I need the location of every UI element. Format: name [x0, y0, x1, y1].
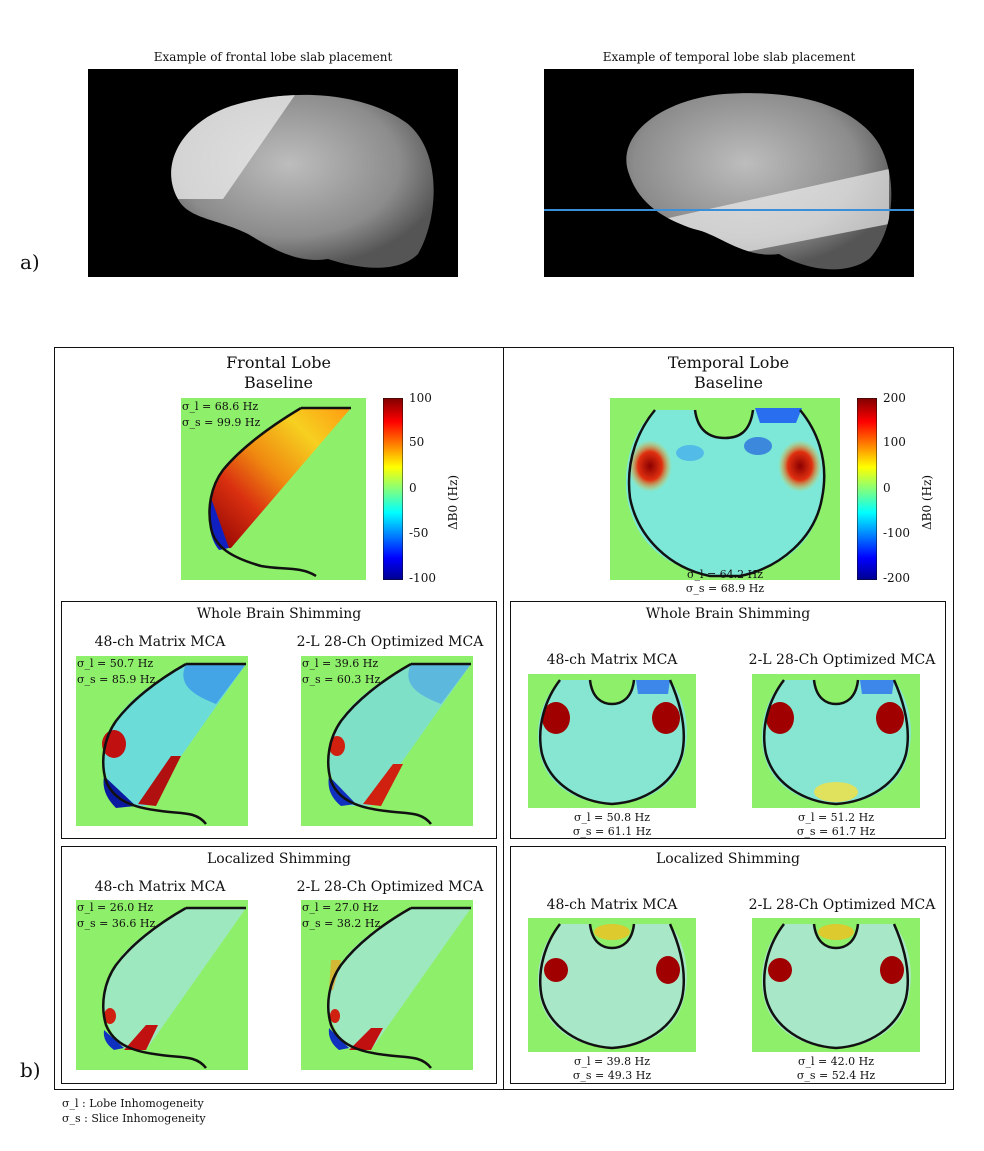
frontal-loc-left-sigma-s: σ_s = 36.6 Hz — [77, 917, 156, 930]
legend-sigma-s: σ_s : Slice Inhomogeneity — [62, 1112, 206, 1125]
temporal-wb-right-sigma-s: σ_s = 61.7 Hz — [796, 825, 876, 838]
temporal-localized-title: Localized Shimming — [655, 851, 801, 867]
frontal-baseline-sigma-s: σ_s = 99.9 Hz — [182, 416, 261, 429]
frontal-localized-box — [61, 846, 497, 1084]
temporal-cb-tick: -200 — [883, 571, 910, 585]
frontal-loc-right-sigma-l: σ_l = 27.0 Hz — [302, 901, 379, 914]
temporal-slab-title: Example of temporal lobe slab placement — [602, 50, 856, 64]
frontal-lobe-title: Frontal Lobe — [226, 353, 331, 372]
legend: σ_l : Lobe Inhomogeneity σ_s : Slice Inh… — [62, 1096, 206, 1126]
panel-a-label: a) — [20, 250, 40, 274]
frontal-baseline-map: σ_l = 68.6 Hz σ_s = 99.9 Hz — [181, 398, 366, 580]
panel-b-label: b) — [20, 1058, 41, 1082]
temporal-baseline-sigma-l: σ_l = 64.2 Hz — [686, 568, 764, 581]
temporal-loc-left-map — [528, 918, 696, 1052]
frontal-cb-tick: -100 — [409, 571, 436, 585]
temporal-cb-tick: 200 — [883, 391, 906, 405]
temporal-cb-tick: 0 — [883, 481, 891, 495]
frontal-baseline-sigma-l: σ_l = 68.6 Hz — [182, 400, 259, 413]
temporal-loc-left-label: 48-ch Matrix MCA — [546, 897, 678, 913]
frontal-cb-tick: 0 — [409, 481, 417, 495]
panel-b-divider — [503, 347, 504, 1090]
temporal-cb-tick: -100 — [883, 526, 910, 540]
frontal-wb-right-sigma-s: σ_s = 60.3 Hz — [302, 673, 381, 686]
temporal-localized-box — [510, 846, 946, 1084]
temporal-loc-right-label: 2-L 28-Ch Optimized MCA — [748, 897, 936, 913]
frontal-loc-left-map: σ_l = 26.0 Hz σ_s = 36.6 Hz — [76, 900, 248, 1070]
frontal-cb-tick: -50 — [409, 526, 429, 540]
temporal-slab-image — [544, 69, 914, 277]
frontal-whole-brain-box — [61, 601, 497, 839]
temporal-cb-tick: 100 — [883, 435, 906, 449]
frontal-wb-right-sigma-l: σ_l = 39.6 Hz — [302, 657, 379, 670]
frontal-wb-right-label: 2-L 28-Ch Optimized MCA — [296, 634, 484, 650]
frontal-colorbar — [383, 398, 403, 580]
temporal-wb-left-sigma-s: σ_s = 61.1 Hz — [572, 825, 652, 838]
temporal-loc-left-sigma-l: σ_l = 39.8 Hz — [573, 1055, 651, 1068]
temporal-cb-label: ΔB0 (Hz) — [920, 474, 934, 530]
frontal-loc-left-label: 48-ch Matrix MCA — [94, 879, 226, 895]
temporal-loc-right-sigma-s: σ_s = 52.4 Hz — [796, 1069, 876, 1082]
temporal-loc-left-sigma-s: σ_s = 49.3 Hz — [572, 1069, 652, 1082]
legend-sigma-l: σ_l : Lobe Inhomogeneity — [62, 1097, 204, 1110]
temporal-loc-right-map — [752, 918, 920, 1052]
frontal-baseline-label: Baseline — [244, 373, 313, 392]
frontal-wb-right-map: σ_l = 39.6 Hz σ_s = 60.3 Hz — [301, 656, 473, 826]
frontal-wb-left-sigma-l: σ_l = 50.7 Hz — [77, 657, 154, 670]
frontal-wb-left-map: σ_l = 50.7 Hz σ_s = 85.9 Hz — [76, 656, 248, 826]
temporal-baseline-sigma-s: σ_s = 68.9 Hz — [685, 582, 765, 595]
temporal-baseline-map — [610, 398, 840, 580]
frontal-slab-image — [88, 69, 458, 277]
temporal-wb-right-map — [752, 674, 920, 808]
frontal-slab-title: Example of frontal lobe slab placement — [153, 50, 393, 64]
frontal-loc-right-sigma-s: σ_s = 38.2 Hz — [302, 917, 381, 930]
frontal-wb-left-label: 48-ch Matrix MCA — [94, 634, 226, 650]
temporal-wb-left-label: 48-ch Matrix MCA — [546, 652, 678, 668]
temporal-baseline-label: Baseline — [694, 373, 763, 392]
temporal-wb-right-label: 2-L 28-Ch Optimized MCA — [748, 652, 936, 668]
frontal-loc-left-sigma-l: σ_l = 26.0 Hz — [77, 901, 154, 914]
temporal-colorbar — [857, 398, 877, 580]
temporal-whole-brain-title: Whole Brain Shimming — [645, 606, 811, 622]
frontal-localized-title: Localized Shimming — [206, 851, 352, 867]
frontal-whole-brain-title: Whole Brain Shimming — [196, 606, 362, 622]
frontal-cb-label: ΔB0 (Hz) — [446, 474, 460, 530]
temporal-wb-left-map — [528, 674, 696, 808]
frontal-cb-tick: 50 — [409, 435, 425, 449]
temporal-loc-right-sigma-l: σ_l = 42.0 Hz — [797, 1055, 875, 1068]
frontal-loc-right-map: σ_l = 27.0 Hz σ_s = 38.2 Hz — [301, 900, 473, 1070]
temporal-wb-right-sigma-l: σ_l = 51.2 Hz — [797, 811, 875, 824]
frontal-wb-left-sigma-s: σ_s = 85.9 Hz — [77, 673, 156, 686]
panel-b-frame — [54, 347, 954, 1090]
temporal-lobe-title: Temporal Lobe — [667, 353, 790, 372]
frontal-cb-tick: 100 — [409, 391, 432, 405]
frontal-loc-right-label: 2-L 28-Ch Optimized MCA — [296, 879, 484, 895]
temporal-whole-brain-box — [510, 601, 946, 839]
temporal-wb-left-sigma-l: σ_l = 50.8 Hz — [573, 811, 651, 824]
